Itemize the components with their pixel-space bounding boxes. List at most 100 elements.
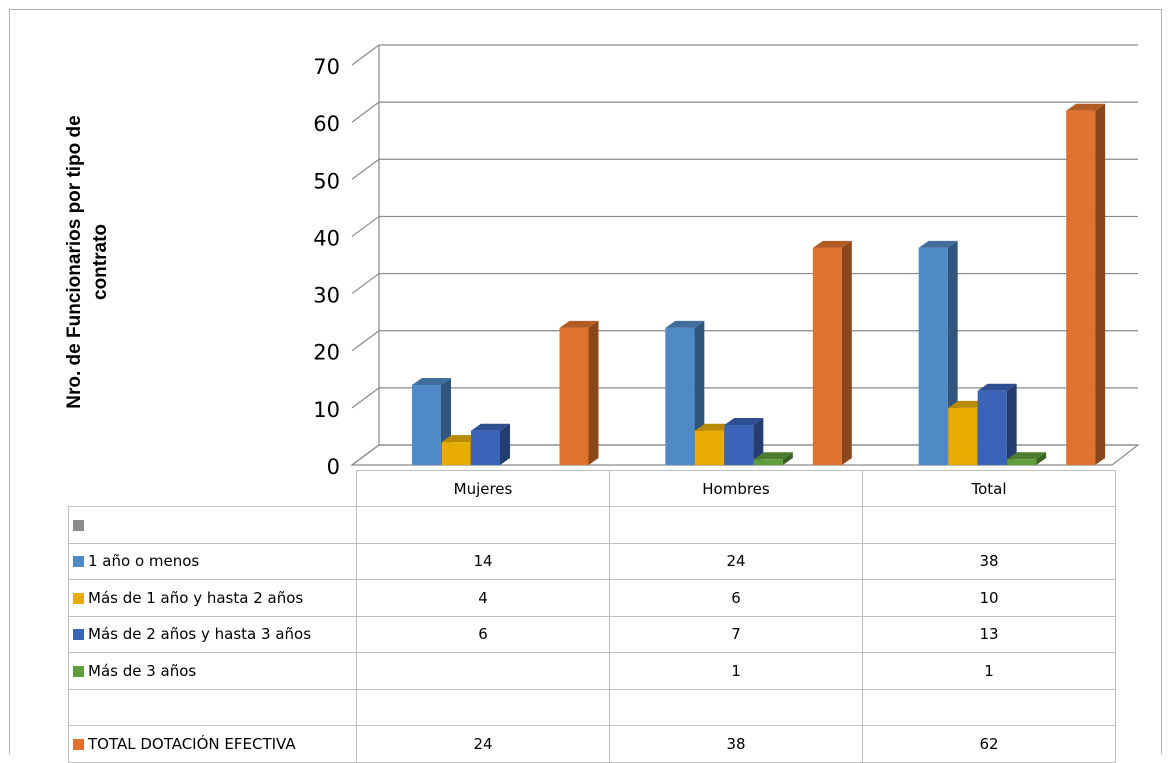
gridline-side-20 [351, 330, 380, 352]
gridline-side-50 [351, 158, 380, 180]
bar-1-a-o-o-menos-total [918, 247, 948, 465]
y-tick-label: 40 [313, 226, 340, 250]
table-row [68, 506, 1116, 544]
table-row: 1 año o menos 14 24 38 [68, 542, 1116, 580]
y-tick-label: 10 [313, 398, 340, 422]
data-label: 62 [862, 725, 1116, 763]
data-label: 7 [609, 615, 863, 653]
chart-floor [350, 444, 1140, 466]
legend-label: 1 año o menos [88, 552, 200, 571]
legend-swatch [73, 629, 84, 641]
data-label: 24 [609, 542, 863, 580]
y-tick-label: 30 [313, 284, 340, 308]
gridline-side-10 [351, 387, 380, 409]
data-label [609, 688, 863, 726]
legend-entry: Más de 1 año y hasta 2 años [68, 579, 357, 617]
legend-label: TOTAL DOTACIÓN EFECTIVA [88, 734, 296, 753]
data-label [356, 652, 610, 690]
legend-swatch [73, 665, 84, 677]
bar-side-m-s-de-3-a-os-total [1036, 452, 1047, 465]
gridline-side-30 [351, 273, 380, 295]
bar-top-m-s-de-2-a-os-y-hasta-3-a-os-mujeres [471, 423, 510, 431]
bar-top-m-s-de-1-a-o-y-hasta-2-a-os-total [948, 400, 988, 408]
data-label: 10 [862, 579, 1116, 617]
bar-top-m-s-de-2-a-os-y-hasta-3-a-os-hombres [724, 418, 764, 425]
bar-total-dotaci-n-efectiva-mujeres [559, 327, 589, 465]
x-tick-label: Hombres [609, 470, 863, 507]
bar-m-s-de-2-a-os-y-hasta-3-a-os-total [977, 390, 1007, 465]
legend-entry [68, 506, 357, 544]
bar-m-s-de-2-a-os-y-hasta-3-a-os-mujeres [471, 430, 500, 465]
bar-m-s-de-1-a-o-y-hasta-2-a-os-total [948, 407, 978, 465]
bar-top-m-s-de-3-a-os-hombres [753, 452, 793, 460]
bar-top-1-a-o-o-menos-hombres [665, 320, 705, 328]
legend-entry: Más de 3 años [68, 652, 357, 690]
bar-top-1-a-o-o-menos-total [918, 240, 958, 248]
bar-1-a-o-o-menos-mujeres [412, 385, 441, 465]
table-row: Más de 2 años y hasta 3 años 6 7 13 [68, 615, 1116, 653]
data-label [862, 688, 1116, 726]
bar-m-s-de-1-a-o-y-hasta-2-a-os-mujeres [441, 442, 471, 465]
legend-swatch [73, 556, 84, 568]
bar-top-m-s-de-2-a-os-y-hasta-3-a-os-total [977, 383, 1017, 391]
x-tick-label: Mujeres [356, 470, 610, 507]
data-label: 1 [862, 652, 1116, 690]
bar-total-dotaci-n-efectiva-total [1066, 110, 1096, 465]
chart-frame [9, 9, 1162, 754]
legend-swatch [73, 519, 84, 531]
gridline-side-70 [351, 44, 380, 66]
legend-label: Más de 2 años y hasta 3 años [88, 625, 312, 644]
bar-m-s-de-2-a-os-y-hasta-3-a-os-hombres [724, 425, 754, 465]
bar-top-m-s-de-3-a-os-total [1007, 452, 1047, 460]
gridline-side-60 [351, 101, 380, 123]
bar-top-total-dotaci-n-efectiva-total [1066, 103, 1106, 111]
y-tick-label: 50 [313, 169, 340, 193]
bar-side-total-dotaci-n-efectiva-mujeres [588, 320, 599, 465]
data-label [609, 506, 863, 544]
bar-side-m-s-de-2-a-os-y-hasta-3-a-os-mujeres [500, 423, 510, 465]
bar-side-m-s-de-2-a-os-y-hasta-3-a-os-total [1006, 383, 1017, 465]
data-label [356, 688, 610, 726]
data-label [862, 506, 1116, 544]
legend-label: Más de 1 año y hasta 2 años [88, 588, 304, 607]
legend-swatch [73, 738, 84, 750]
data-label: 13 [862, 615, 1116, 653]
bar-side-m-s-de-2-a-os-y-hasta-3-a-os-hombres [753, 418, 764, 465]
y-tick-label: 60 [313, 112, 340, 136]
bar-side-m-s-de-3-a-os-hombres [782, 452, 793, 465]
bar-m-s-de-3-a-os-hombres [753, 459, 783, 465]
x-tick-label: Total [862, 470, 1116, 507]
bar-m-s-de-1-a-o-y-hasta-2-a-os-hombres [694, 430, 724, 465]
bar-top-total-dotaci-n-efectiva-mujeres [559, 320, 599, 328]
table-header-row: Mujeres Hombres Total [68, 470, 1116, 507]
gridline-side-40 [351, 215, 380, 237]
data-label: 14 [356, 542, 610, 580]
table-row: TOTAL DOTACIÓN EFECTIVA 24 38 62 [68, 725, 1116, 763]
bar-side-total-dotaci-n-efectiva-hombres [841, 240, 852, 465]
bar-top-1-a-o-o-menos-mujeres [412, 378, 451, 385]
bar-top-m-s-de-1-a-o-y-hasta-2-a-os-mujeres [441, 435, 481, 443]
legend-entry: TOTAL DOTACIÓN EFECTIVA [68, 725, 357, 763]
data-label: 38 [862, 542, 1116, 580]
bar-m-s-de-3-a-os-total [1007, 459, 1037, 465]
table-row: Más de 1 año y hasta 2 años 4 6 10 [68, 579, 1116, 617]
bar-total-dotaci-n-efectiva-hombres [812, 247, 842, 465]
data-label: 24 [356, 725, 610, 763]
bar-side-total-dotaci-n-efectiva-total [1095, 103, 1106, 465]
legend-entry: 1 año o menos [68, 542, 357, 580]
bar-1-a-o-o-menos-hombres [665, 327, 695, 465]
data-label: 38 [609, 725, 863, 763]
y-tick-label: 70 [313, 55, 340, 79]
data-label: 4 [356, 579, 610, 617]
bar-top-total-dotaci-n-efectiva-hombres [812, 240, 852, 248]
data-table: Mujeres Hombres Total 1 año o menos 14 24 38 Má… [68, 470, 1116, 763]
table-corner [68, 470, 357, 507]
data-label: 6 [356, 615, 610, 653]
data-label: 1 [609, 652, 863, 690]
legend-swatch [73, 592, 84, 604]
y-tick-label: 20 [313, 341, 340, 365]
table-row: Más de 3 años 1 1 [68, 652, 1116, 690]
legend-label: Más de 3 años [88, 661, 197, 680]
legend-entry [68, 688, 357, 726]
